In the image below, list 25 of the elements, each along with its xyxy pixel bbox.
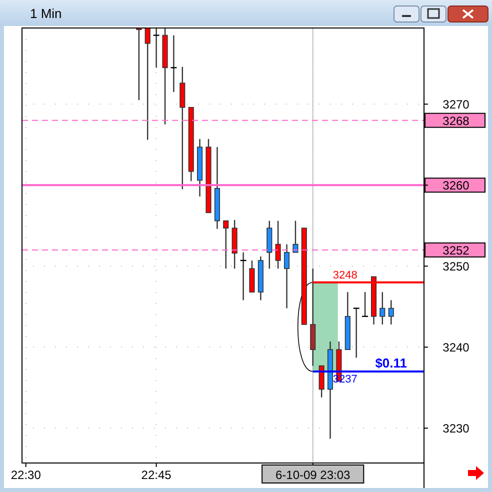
ref-line-label: 3237 [332, 373, 358, 386]
candlestick [223, 220, 229, 270]
y-tick-label: 3230 [442, 422, 470, 436]
candlestick [292, 220, 298, 253]
candlestick [353, 308, 360, 358]
candlestick [284, 244, 290, 309]
candlestick [388, 300, 394, 326]
x-tick-label: 6-10-09 23:03 [275, 468, 351, 482]
y-tick-label: 3270 [442, 98, 470, 112]
x-tick-label: 22:45 [141, 468, 172, 482]
candlestick [380, 291, 386, 326]
ref-line-label: 3248 [332, 269, 358, 282]
ref-line-label: 3252 [442, 243, 470, 258]
y-tick-label: 3240 [442, 340, 470, 355]
annotation: $0.11 [375, 355, 408, 370]
y-tick-label: 3250 [442, 260, 470, 274]
candlestick [249, 260, 255, 293]
ref-line-label: 3260 [442, 178, 470, 193]
ref-line-label: 3268 [442, 114, 470, 128]
candlestick [144, 28, 150, 140]
candlestick [170, 34, 177, 93]
chart-title: 1 Min [30, 6, 62, 21]
candlestick [275, 220, 281, 270]
x-tick-label: 22:30 [10, 468, 42, 482]
candlestick [318, 365, 324, 398]
